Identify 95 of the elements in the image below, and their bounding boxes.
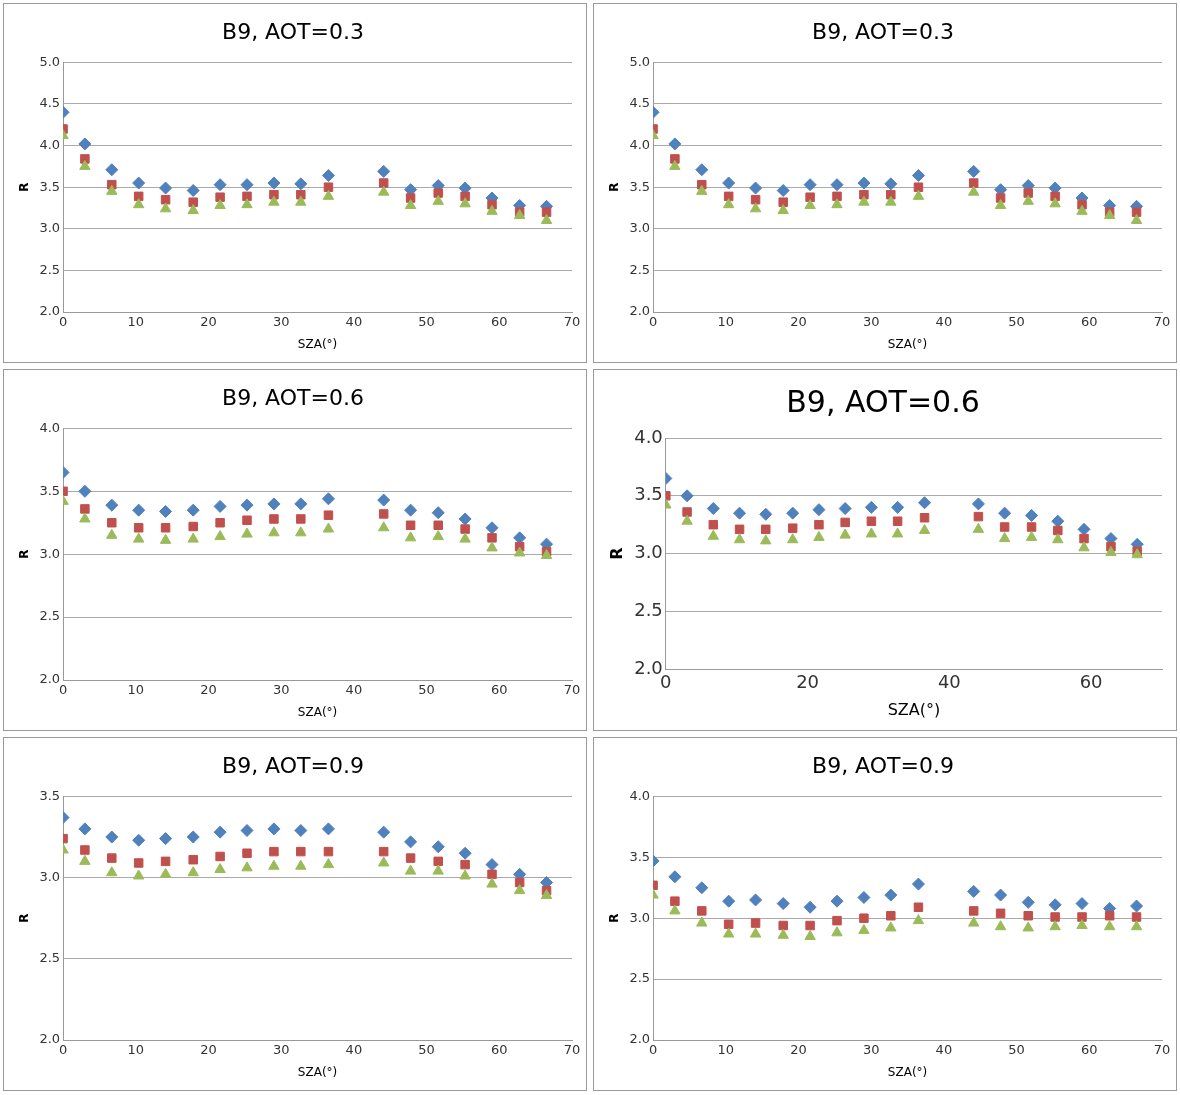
y-axis-title: R [17,913,32,923]
y-tick-label: 3.0 [39,220,61,236]
y-tick-label: 2.0 [629,1031,651,1047]
y-tick-label: 3.5 [634,483,663,505]
chart-title: B9, AOT=0.9 [812,752,954,778]
y-axis-title: R [17,182,32,192]
x-tick-label: 10 [127,1042,145,1058]
x-axis-title: SZA(°) [297,704,338,719]
y-tick-label: 3.5 [39,178,61,194]
x-tick-label: 30 [862,1042,880,1058]
x-tick-label: 50 [1008,314,1025,330]
x-tick-label: 60 [1081,1042,1098,1058]
y-tick-label: 3.0 [634,541,663,563]
chart-title: B9, AOT=0.9 [222,752,364,778]
x-tick-label: 20 [200,1042,217,1058]
y-tick-label: 2.5 [39,950,61,966]
y-tick-label: 2.5 [39,261,61,277]
y-tick-label: 2.0 [39,303,61,319]
y-axis-title: R [607,913,622,923]
y-tick-label: 2.0 [39,1031,61,1047]
x-tick-label: 70 [1153,1042,1171,1058]
x-tick-label: 20 [200,682,217,698]
x-tick-label: 50 [418,314,435,330]
x-tick-label: 40 [937,670,961,692]
chart-title: B9, AOT=0.3 [812,18,954,44]
y-tick-label: 2.0 [629,303,651,319]
y-tick-label: 3.5 [629,848,651,864]
x-tick-label: 30 [862,314,880,330]
y-tick-label: 2.5 [39,608,61,624]
x-tick-label: 40 [345,682,363,698]
y-axis-title: R [607,182,622,192]
chart-title: B9, AOT=0.6 [786,383,980,419]
chart-title: B9, AOT=0.6 [222,384,364,410]
y-tick-label: 4.0 [39,419,61,435]
y-axis-title: R [17,549,32,559]
x-tick-label: 30 [272,314,290,330]
x-tick-label: 10 [717,1042,735,1058]
y-tick-label: 2.0 [39,671,61,687]
y-tick-label: 4.5 [39,95,61,111]
x-tick-label: 0 [58,682,68,698]
x-tick-label: 10 [717,314,735,330]
y-tick-label: 3.5 [39,787,61,803]
x-tick-label: 50 [418,682,435,698]
x-tick-label: 70 [1153,314,1171,330]
x-tick-label: 20 [796,670,820,692]
x-tick-label: 0 [648,314,658,330]
x-axis-title: SZA(°) [887,336,928,351]
x-axis-title: SZA(°) [297,336,338,351]
y-tick-label: 3.0 [39,545,61,561]
x-tick-label: 30 [272,682,290,698]
x-axis-title: SZA(°) [887,1064,928,1079]
x-tick-label: 40 [935,1042,953,1058]
x-tick-label: 0 [648,1042,658,1058]
x-tick-label: 50 [418,1042,435,1058]
x-tick-label: 60 [1081,314,1098,330]
x-tick-label: 40 [345,1042,363,1058]
x-tick-label: 60 [491,682,508,698]
x-tick-label: 70 [563,682,581,698]
x-tick-label: 40 [935,314,953,330]
y-tick-label: 3.0 [39,868,61,884]
y-tick-label: 2.0 [634,656,663,678]
y-tick-label: 5.0 [39,53,61,69]
y-tick-label: 3.0 [629,220,651,236]
y-tick-label: 4.0 [629,136,651,152]
y-tick-label: 4.0 [629,787,651,803]
y-tick-label: 4.5 [629,95,651,111]
x-tick-label: 10 [127,314,145,330]
y-tick-label: 2.5 [629,970,651,986]
y-tick-label: 5.0 [629,53,651,69]
y-tick-label: 4.0 [634,425,663,447]
x-tick-label: 40 [345,314,363,330]
y-tick-label: 3.0 [629,909,651,925]
y-tick-label: 2.5 [634,599,663,621]
x-tick-label: 20 [200,314,217,330]
x-tick-label: 10 [127,682,145,698]
x-tick-label: 0 [58,314,68,330]
y-tick-label: 3.5 [39,482,61,498]
x-tick-label: 20 [790,314,807,330]
x-tick-label: 60 [491,314,508,330]
x-tick-label: 30 [272,1042,290,1058]
y-axis-title: R [606,547,626,560]
y-tick-label: 2.5 [629,261,651,277]
x-tick-label: 60 [1079,670,1103,692]
x-tick-label: 60 [491,1042,508,1058]
x-axis-title: SZA(°) [297,1064,338,1079]
y-tick-label: 3.5 [629,178,651,194]
y-tick-label: 4.0 [39,136,61,152]
x-tick-label: 0 [660,670,672,692]
x-tick-label: 70 [563,1042,581,1058]
x-tick-label: 20 [790,1042,807,1058]
x-tick-label: 70 [563,314,581,330]
chart-title: B9, AOT=0.3 [222,18,364,44]
x-axis-title: SZA(°) [887,699,941,719]
x-tick-label: 50 [1008,1042,1025,1058]
x-tick-label: 0 [58,1042,68,1058]
